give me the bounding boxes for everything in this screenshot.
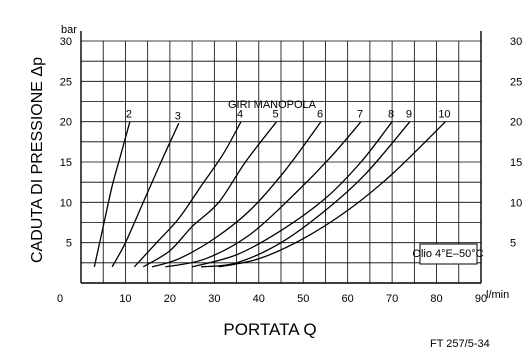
y-tick-label-left: 25	[60, 76, 72, 88]
curve-10	[218, 121, 446, 268]
curve-5	[142, 121, 278, 268]
curve-label-3: 3	[175, 110, 181, 122]
curve-label-2: 2	[126, 109, 132, 121]
legend-title: GIRI MANOPOLA	[228, 99, 317, 111]
y-tick-label-right: 25	[510, 76, 522, 88]
oil-note: Olio 4°E–50°C	[412, 248, 483, 260]
curve-3	[111, 123, 180, 268]
y-unit-label: bar	[61, 24, 77, 36]
y-tick-label-left: 5	[66, 238, 72, 250]
curve-label-8: 8	[388, 109, 394, 121]
x-tick-label: 40	[253, 293, 265, 305]
y-tick-label-right: 15	[510, 157, 522, 169]
y-tick-label-right: 10	[510, 197, 522, 209]
curve-7	[165, 121, 362, 268]
figure-code: FT 257/5-34	[430, 338, 490, 350]
curve-6	[151, 121, 322, 268]
x-tick-label: 70	[386, 293, 398, 305]
x-tick-label: 90	[475, 293, 487, 305]
curve-4	[133, 121, 242, 268]
curve-label-7: 7	[357, 109, 363, 121]
x-tick-label: 80	[430, 293, 442, 305]
curve-label-10: 10	[438, 109, 450, 121]
x-tick-label: 30	[208, 293, 220, 305]
curve-2	[93, 121, 131, 268]
y-tick-label-right: 20	[510, 117, 522, 129]
y-tick-label-left: 15	[60, 157, 72, 169]
x-tick-label: 10	[119, 293, 131, 305]
curve-labels: 2 3 4 5 6 7 8 9 10	[126, 109, 451, 123]
y-tick-label-left: 20	[60, 117, 72, 129]
oil-note-box: Olio 4°E–50°C	[412, 243, 484, 265]
y-tick-label-left: 30	[60, 36, 72, 48]
curve-9	[200, 121, 411, 268]
x-tick-label: 60	[342, 293, 354, 305]
curve-8	[191, 121, 393, 268]
x-tick-label: 50	[297, 293, 309, 305]
curve-label-5: 5	[272, 109, 278, 121]
y-tick-label-left: 10	[60, 197, 72, 209]
y-axis-title: CADUTA DI PRESSIONE Δp	[29, 57, 46, 263]
curve-label-4: 4	[237, 109, 243, 121]
y-tick-label-right: 30	[510, 36, 522, 48]
curve-label-9: 9	[406, 109, 412, 121]
x-tick-label: 20	[164, 293, 176, 305]
curves	[93, 121, 446, 268]
y-tick-label-right: 5	[510, 238, 516, 250]
curve-label-6: 6	[317, 109, 323, 121]
x-tick-label: 0	[57, 293, 63, 305]
x-axis-title: PORTATA Q	[223, 320, 316, 339]
x-unit-label: l/min	[486, 289, 509, 301]
